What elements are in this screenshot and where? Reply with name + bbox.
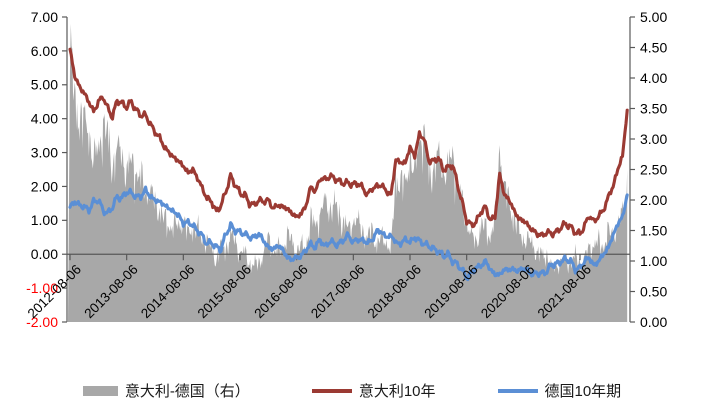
svg-text:0.50: 0.50	[640, 283, 667, 299]
svg-text:5.00: 5.00	[640, 9, 667, 25]
italy-10y-series	[68, 47, 629, 239]
svg-text:2.00: 2.00	[31, 178, 58, 194]
zero-axis-line	[67, 253, 630, 261]
legend: 意大利-德国（右） 意大利10年 德国10年期	[0, 380, 704, 401]
plot-area: 7.00 6.00 5.00 4.00 3.00 2.00 1.00 0.00 -1.00 -2.…	[25, 9, 668, 330]
svg-text:1.00: 1.00	[640, 253, 667, 269]
svg-text:1.50: 1.50	[640, 222, 667, 238]
svg-text:3.50: 3.50	[640, 100, 667, 116]
svg-text:-2.00: -2.00	[26, 314, 58, 330]
svg-text:2.50: 2.50	[640, 161, 667, 177]
legend-item-germany: 德国10年期	[497, 380, 622, 401]
svg-text:0.00: 0.00	[31, 246, 58, 262]
svg-text:4.00: 4.00	[640, 70, 667, 86]
germany-10y-series	[68, 185, 629, 282]
italy-line-swatch	[311, 388, 352, 393]
svg-text:6.00: 6.00	[31, 43, 58, 59]
right-axis-labels: 5.00 4.50 4.00 3.50 3.00 2.50 2.00 1.50 1.00 0.50…	[640, 9, 667, 330]
svg-text:1.00: 1.00	[31, 212, 58, 228]
legend-label-germany: 德国10年期	[544, 383, 622, 400]
svg-text:0.00: 0.00	[640, 314, 667, 330]
svg-text:2.00: 2.00	[640, 192, 667, 208]
svg-text:3.00: 3.00	[31, 144, 58, 160]
legend-item-italy: 意大利10年	[311, 380, 436, 401]
germany-line-swatch	[497, 388, 538, 393]
spread-area-swatch	[82, 385, 118, 396]
spread-area-series	[68, 23, 628, 323]
svg-text:3.00: 3.00	[640, 131, 667, 147]
svg-text:5.00: 5.00	[31, 77, 58, 93]
svg-text:4.50: 4.50	[640, 39, 667, 55]
svg-text:4.00: 4.00	[31, 111, 58, 127]
legend-item-spread: 意大利-德国（右）	[82, 380, 250, 401]
legend-label-italy: 意大利10年	[358, 383, 436, 400]
svg-text:7.00: 7.00	[31, 9, 58, 25]
value-axes	[62, 16, 635, 323]
svg-text:-1.00: -1.00	[26, 280, 58, 296]
legend-label-spread: 意大利-德国（右）	[124, 383, 250, 400]
left-axis-labels: 7.00 6.00 5.00 4.00 3.00 2.00 1.00 0.00 -1.00 -2.…	[26, 9, 58, 330]
